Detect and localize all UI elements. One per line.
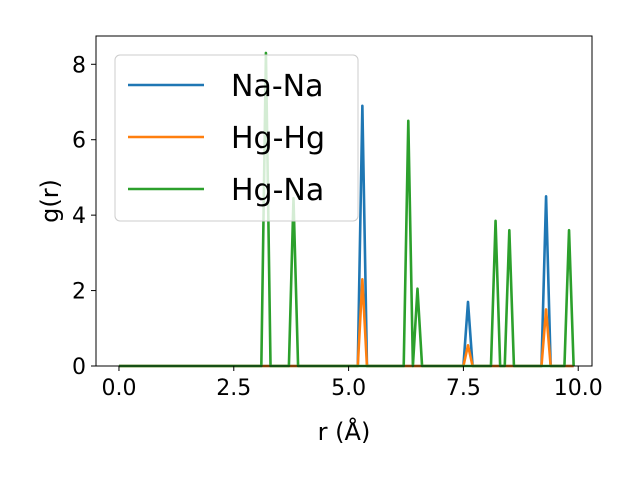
legend-label-hg-hg: Hg-Hg <box>231 121 325 156</box>
x-tick-label: 0.0 <box>101 376 136 401</box>
legend-label-na-na: Na-Na <box>231 69 323 104</box>
x-axis: 0.0 2.5 5.0 7.5 10.0 <box>101 366 603 401</box>
y-tick-label: 6 <box>72 129 86 154</box>
x-axis-label: r (Å) <box>318 417 371 446</box>
y-tick-label: 2 <box>72 280 86 305</box>
y-axis: 0 2 4 6 8 <box>72 53 96 380</box>
y-tick-label: 8 <box>72 53 86 78</box>
x-tick-label: 2.5 <box>216 376 251 401</box>
y-tick-label: 0 <box>72 355 86 380</box>
legend-label-hg-na: Hg-Na <box>231 173 324 208</box>
legend-box <box>114 54 359 222</box>
x-tick-label: 10.0 <box>554 376 603 401</box>
plot-frame <box>95 35 593 367</box>
y-axis-label: g(r) <box>36 179 64 223</box>
y-tick-label: 4 <box>72 204 86 229</box>
legend: Na-Na Hg-Hg Hg-Na <box>114 54 359 222</box>
x-tick-label: 7.5 <box>446 376 481 401</box>
x-tick-label: 5.0 <box>331 376 366 401</box>
